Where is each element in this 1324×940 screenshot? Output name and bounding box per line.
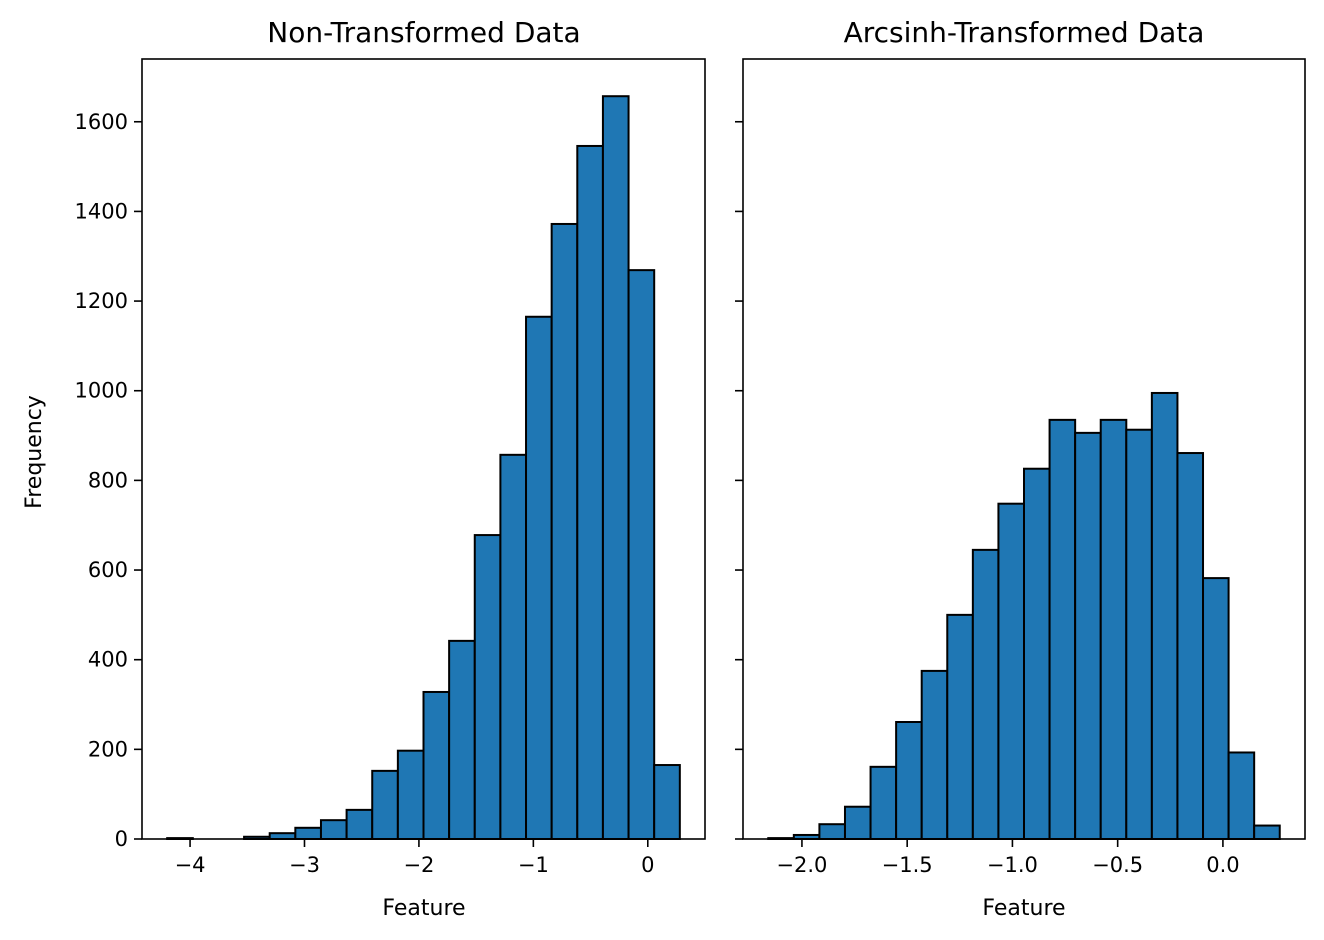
bar-left-11 bbox=[448, 639, 476, 840]
x-tick-label: −1.0 bbox=[987, 853, 1038, 877]
y-tick-label: 1600 bbox=[75, 110, 128, 134]
bar-right-17 bbox=[1202, 577, 1230, 840]
bar-right-9 bbox=[997, 502, 1025, 840]
bar-left-12 bbox=[473, 534, 502, 840]
y-tick-label: 200 bbox=[88, 737, 128, 761]
bar-left-13 bbox=[499, 453, 528, 840]
bar-left-4 bbox=[268, 832, 297, 841]
bar-right-14 bbox=[1125, 428, 1153, 840]
bar-left-10 bbox=[422, 690, 451, 840]
x-tick-label: 0 bbox=[641, 853, 654, 877]
y-tick-label: 1200 bbox=[75, 289, 128, 313]
x-tick-label: −1.5 bbox=[882, 853, 933, 877]
bar-right-8 bbox=[971, 548, 1000, 840]
bar-right-16 bbox=[1176, 452, 1205, 840]
right-x-axis-label: Feature bbox=[982, 896, 1065, 921]
bar-right-3 bbox=[843, 805, 872, 840]
bar-right-6 bbox=[920, 669, 949, 840]
bar-right-11 bbox=[1048, 418, 1077, 840]
left-plot-frame bbox=[141, 58, 706, 840]
bar-right-2 bbox=[818, 823, 846, 841]
y-tick-label: 600 bbox=[88, 558, 128, 582]
right-histogram-panel: Arcsinh-Transformed Data −2.0 −1.5 −1.0 −0.… bbox=[735, 16, 1306, 921]
bar-right-18 bbox=[1227, 751, 1256, 841]
x-tick-label: −3 bbox=[289, 853, 320, 877]
bar-right-19 bbox=[1253, 824, 1281, 840]
bar-left-18 bbox=[627, 269, 656, 840]
bar-left-8 bbox=[371, 769, 399, 840]
left-histogram-panel: Non-Transformed Data −4 −3 −2 −1 0 0 200 400 60… bbox=[22, 16, 706, 921]
right-x-axis: −2.0 −1.5 −1.0 −0.5 0.0 bbox=[776, 839, 1240, 877]
bar-left-15 bbox=[550, 222, 579, 840]
bar-left-6 bbox=[319, 819, 348, 841]
left-y-axis: 0 200 400 600 800 1000 1200 1400 1600 bbox=[75, 110, 142, 851]
right-y-axis bbox=[735, 120, 743, 840]
bar-right-7 bbox=[946, 613, 974, 840]
bar-right-15 bbox=[1150, 391, 1179, 840]
right-chart-title: Arcsinh-Transformed Data bbox=[844, 16, 1205, 49]
bar-right-5 bbox=[895, 721, 923, 840]
bar-right-13 bbox=[1099, 418, 1128, 840]
left-x-axis: −4 −3 −2 −1 0 bbox=[175, 839, 654, 877]
left-chart-title: Non-Transformed Data bbox=[267, 16, 580, 49]
right-bars bbox=[767, 391, 1281, 841]
bar-left-9 bbox=[396, 749, 425, 840]
right-plot-frame bbox=[742, 58, 1306, 840]
left-y-axis-label: Frequency bbox=[22, 395, 47, 509]
y-tick-label: 800 bbox=[88, 468, 128, 492]
left-bars bbox=[166, 95, 681, 841]
bar-left-7 bbox=[345, 808, 374, 840]
x-tick-label: −4 bbox=[175, 853, 206, 877]
y-tick-label: 400 bbox=[88, 648, 128, 672]
bar-left-19 bbox=[653, 764, 681, 840]
bar-right-12 bbox=[1074, 431, 1102, 840]
bar-left-14 bbox=[525, 315, 553, 840]
x-tick-label: −2.0 bbox=[776, 853, 827, 877]
x-tick-label: −1 bbox=[518, 853, 549, 877]
bar-left-16 bbox=[576, 144, 604, 840]
bar-right-10 bbox=[1023, 467, 1051, 840]
y-tick-label: 1400 bbox=[75, 199, 128, 223]
x-tick-label: −0.5 bbox=[1092, 853, 1143, 877]
bar-left-5 bbox=[294, 826, 322, 840]
x-tick-label: 0.0 bbox=[1206, 853, 1239, 877]
bar-left-17 bbox=[601, 95, 630, 840]
bar-right-4 bbox=[869, 765, 898, 840]
y-tick-label: 0 bbox=[115, 827, 128, 851]
y-tick-label: 1000 bbox=[75, 379, 128, 403]
x-tick-label: −2 bbox=[403, 853, 434, 877]
left-x-axis-label: Feature bbox=[382, 896, 465, 921]
